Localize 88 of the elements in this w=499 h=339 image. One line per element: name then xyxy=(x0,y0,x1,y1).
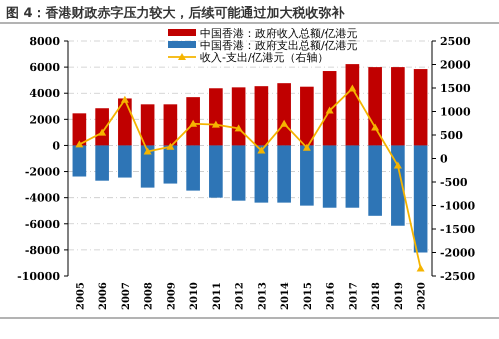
point xyxy=(166,142,174,150)
point xyxy=(302,144,311,151)
y-tick-label: 0 xyxy=(52,139,60,152)
y-tick-label: -6000 xyxy=(24,218,60,231)
point xyxy=(189,120,198,127)
y-tick-label: -8000 xyxy=(24,244,60,257)
bar xyxy=(209,145,223,198)
bar xyxy=(391,67,405,146)
y2-tick-label: -500 xyxy=(440,176,468,189)
x-tick-label: 2013 xyxy=(257,282,268,310)
bar xyxy=(95,145,109,181)
x-tick-label: 2015 xyxy=(302,282,314,310)
y2-tick-label: -2000 xyxy=(440,246,476,260)
bar xyxy=(277,145,291,203)
bar xyxy=(346,145,360,208)
point xyxy=(348,84,356,92)
point xyxy=(257,146,266,154)
bar xyxy=(322,145,336,208)
y2-tick-label: 0 xyxy=(440,152,448,166)
y2-tick-label: 2500 xyxy=(440,35,471,48)
x-tick-label: 2020 xyxy=(416,282,428,310)
bar xyxy=(95,108,109,146)
y2-tick-label: -2500 xyxy=(440,270,476,283)
x-tick-label: 2011 xyxy=(212,282,223,310)
x-tick-label: 2019 xyxy=(394,282,405,310)
bar xyxy=(118,145,132,178)
x-tick-label: 2008 xyxy=(144,282,155,310)
point xyxy=(75,140,84,148)
bar xyxy=(209,88,223,146)
y2-tick-label: 500 xyxy=(440,129,464,142)
point xyxy=(416,264,425,272)
y-tick-label: 4000 xyxy=(29,87,60,100)
y-tick-label: 8000 xyxy=(29,35,60,48)
bar xyxy=(346,64,360,146)
bar xyxy=(186,145,200,191)
bar xyxy=(277,83,291,146)
bar xyxy=(300,86,314,146)
y-tick-label: 2000 xyxy=(29,113,60,126)
y-tick-label: -2000 xyxy=(24,166,60,179)
x-tick-label: 2010 xyxy=(189,282,200,310)
x-tick-label: 2017 xyxy=(348,282,360,310)
point xyxy=(212,120,220,128)
y-tick-label: -10000 xyxy=(17,270,60,283)
point xyxy=(394,162,402,169)
bar xyxy=(164,145,178,184)
x-tick-label: 2005 xyxy=(75,282,86,310)
bar xyxy=(254,145,268,203)
legend-label: 中国香港：政府支出总额/亿港元 xyxy=(200,39,358,52)
point xyxy=(98,128,106,136)
bar xyxy=(368,145,382,216)
y-tick-label: 6000 xyxy=(29,61,60,74)
bar xyxy=(254,86,268,146)
bar xyxy=(232,145,246,201)
bar xyxy=(72,145,86,177)
bar xyxy=(300,145,314,206)
chart-title: 图 4：香港财政赤字压力较大，后续可能通过加大税收弥补 xyxy=(6,5,346,21)
x-tick-label: 2014 xyxy=(280,282,292,310)
bar xyxy=(72,113,86,146)
bar xyxy=(232,87,246,146)
point xyxy=(326,106,334,114)
legend-label: 收入-支出/亿港元（右轴） xyxy=(200,51,329,64)
bar xyxy=(368,67,382,146)
point xyxy=(280,120,288,127)
y2-tick-label: -1000 xyxy=(440,200,476,212)
bar xyxy=(414,145,428,252)
point xyxy=(120,96,129,103)
y2-tick-label: -1500 xyxy=(440,223,476,236)
y2-tick-label: 2000 xyxy=(440,58,471,72)
bar xyxy=(140,104,154,146)
bar xyxy=(164,104,178,146)
point xyxy=(371,123,380,130)
bar xyxy=(391,145,405,226)
bar xyxy=(186,97,200,146)
x-tick-label: 2007 xyxy=(120,282,132,310)
point xyxy=(234,124,243,132)
legend-label: 中国香港：政府收入总额/亿港元 xyxy=(200,27,358,40)
bar xyxy=(322,71,336,146)
point xyxy=(144,147,152,154)
x-tick-label: 2016 xyxy=(326,282,337,310)
y2-tick-label: 1500 xyxy=(440,82,471,95)
y2-tick-label: 1000 xyxy=(440,106,471,118)
y-tick-label: -4000 xyxy=(24,192,60,205)
x-tick-label: 2009 xyxy=(166,282,178,310)
bar xyxy=(140,145,154,188)
bar xyxy=(414,69,428,146)
x-tick-label: 2012 xyxy=(234,282,246,310)
x-tick-label: 2006 xyxy=(98,282,110,310)
x-tick-label: 2018 xyxy=(371,282,382,310)
